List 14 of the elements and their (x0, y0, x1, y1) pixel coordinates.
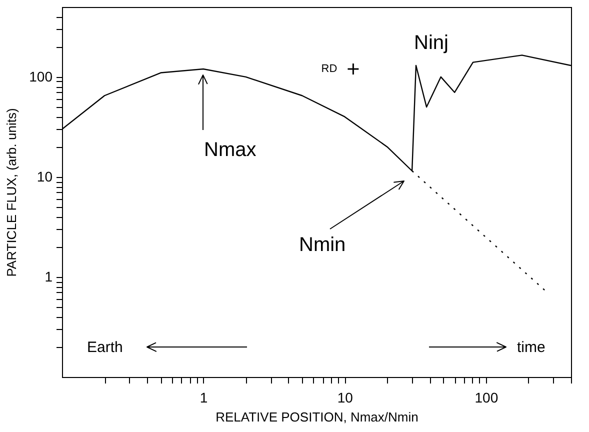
annotation: Ninj (414, 32, 448, 54)
x-tick-label: 10 (337, 390, 354, 406)
x-axis-title: RELATIVE POSITION, Nmax/Nmin (216, 410, 418, 424)
annotation: Nmax (204, 139, 256, 161)
annotation: Earth (87, 339, 123, 356)
y-tick-label: 100 (29, 68, 53, 84)
annotation: time (517, 339, 546, 356)
series-label: RD (321, 62, 338, 75)
x-tick-label: 100 (474, 390, 498, 406)
y-tick-label: 1 (44, 268, 53, 284)
y-axis-title: PARTICLE FLUX, (arb. units) (4, 108, 20, 277)
annotation: Nmin (299, 234, 346, 256)
x-tick-label: 1 (200, 390, 208, 406)
y-tick-label: 10 (36, 168, 53, 184)
